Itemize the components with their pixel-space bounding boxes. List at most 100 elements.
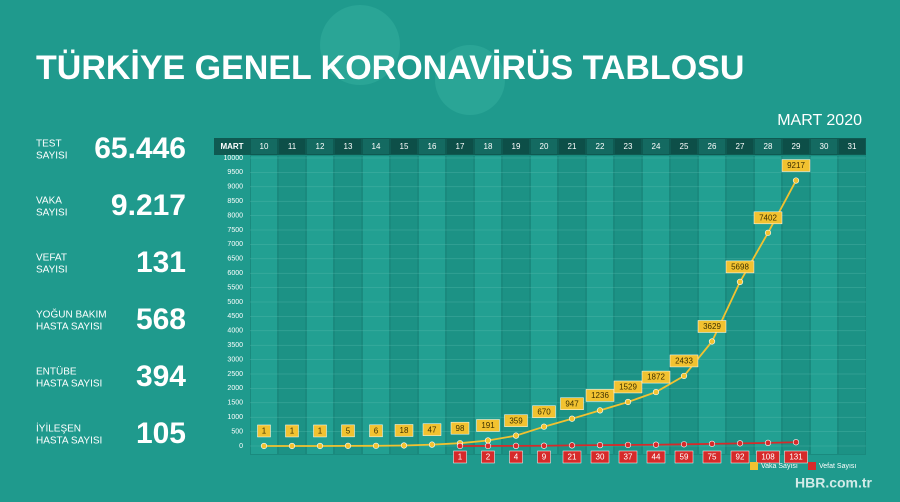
data-label: 191 — [481, 421, 495, 430]
data-label-box — [537, 450, 551, 464]
legend-label: Vefat Sayısı — [819, 463, 856, 470]
y-tick-label: 2500 — [227, 371, 243, 378]
y-tick-label: 1000 — [227, 414, 243, 421]
stat-label: ENTÜBE — [36, 366, 77, 378]
x-tick-label: 22 — [596, 142, 605, 151]
column — [363, 156, 389, 454]
data-label: 1529 — [619, 383, 637, 392]
column — [727, 156, 753, 454]
x-tick-label: 15 — [400, 142, 409, 151]
column — [251, 156, 277, 454]
stat-label: SAYISI — [36, 265, 68, 276]
data-point — [792, 177, 800, 184]
data-point — [764, 439, 772, 446]
date-cell — [811, 139, 837, 154]
data-point — [680, 441, 688, 448]
column — [503, 156, 529, 454]
stat-label: VEFAT — [36, 253, 67, 264]
data-label: 5698 — [731, 263, 749, 272]
x-tick-label: 21 — [568, 142, 577, 151]
y-tick-label: 3000 — [227, 356, 243, 363]
period: MART 2020 — [777, 112, 862, 129]
data-label-box — [257, 424, 271, 438]
column — [419, 156, 445, 454]
data-point — [316, 442, 324, 450]
data-label-box — [753, 211, 783, 225]
x-tick-label: 12 — [316, 142, 325, 151]
column — [643, 156, 669, 454]
date-cell — [391, 139, 417, 154]
date-cell — [755, 139, 781, 154]
data-point — [428, 441, 436, 448]
data-label-box — [702, 450, 722, 464]
data-label-box — [453, 450, 467, 464]
y-tick-label: 5000 — [227, 299, 243, 306]
data-point — [624, 441, 632, 449]
data-label: 359 — [509, 416, 523, 425]
data-label-box — [476, 419, 500, 432]
data-label: 1872 — [647, 373, 665, 382]
stat-value: 65.446 — [94, 132, 186, 165]
data-label: 59 — [680, 453, 689, 462]
date-cell — [587, 139, 613, 154]
data-label: 1 — [262, 427, 267, 436]
stat-label: VAKA — [36, 196, 62, 207]
data-label-box — [394, 424, 414, 437]
data-label-box — [756, 450, 780, 464]
y-tick-label: 7500 — [227, 227, 243, 234]
x-tick-label: 23 — [624, 142, 633, 151]
y-tick-label: 9500 — [227, 169, 243, 176]
data-label-box — [585, 389, 615, 402]
stat-label: TEST — [36, 139, 62, 150]
data-label: 44 — [652, 453, 661, 462]
data-label-box — [422, 423, 442, 436]
data-point — [456, 442, 464, 450]
data-point — [736, 278, 744, 285]
data-label: 108 — [761, 453, 775, 462]
column — [615, 156, 641, 454]
y-tick-label: 4000 — [227, 328, 243, 335]
column — [587, 156, 613, 454]
y-tick-label: 8000 — [227, 212, 243, 219]
y-tick-label: 6500 — [227, 256, 243, 263]
stat-value: 9.217 — [111, 189, 186, 222]
data-point — [680, 372, 688, 380]
date-cell — [839, 139, 865, 154]
x-tick-label: 14 — [372, 142, 381, 151]
virus-decor — [435, 45, 505, 115]
data-label-box — [532, 405, 556, 418]
y-tick-label: 10000 — [224, 155, 244, 162]
column — [811, 156, 837, 454]
data-point — [708, 338, 716, 345]
data-label: 2433 — [675, 357, 693, 366]
data-label: 947 — [565, 399, 579, 408]
data-label: 3629 — [703, 322, 721, 331]
data-point — [736, 440, 744, 447]
data-label: 92 — [736, 453, 745, 462]
date-cell — [447, 139, 473, 154]
date-cell — [559, 139, 585, 154]
date-cell — [643, 139, 669, 154]
data-point — [372, 442, 380, 449]
data-point — [540, 423, 548, 430]
data-label: 47 — [428, 425, 437, 434]
data-label-box — [669, 354, 699, 368]
data-label: 6 — [374, 426, 379, 435]
data-label: 5 — [346, 426, 351, 435]
stat-label: YOĞUN BAKIM — [36, 308, 107, 321]
stat-label: İYİLEŞEN — [36, 422, 81, 435]
data-point — [568, 415, 576, 422]
stat-label: SAYISI — [36, 151, 68, 162]
data-label-box — [590, 450, 610, 464]
x-tick-label: 29 — [792, 142, 801, 151]
data-point — [260, 442, 268, 450]
data-label-box — [369, 424, 383, 438]
date-cell — [503, 139, 529, 154]
data-label-box — [641, 370, 671, 384]
title: TÜRKİYE GENEL KORONAVİRÜS TABLOSU — [36, 49, 744, 87]
stat-value: 394 — [136, 360, 186, 393]
x-tick-label: 28 — [764, 142, 773, 151]
data-label: 9 — [542, 453, 547, 462]
data-label-box — [509, 450, 523, 464]
